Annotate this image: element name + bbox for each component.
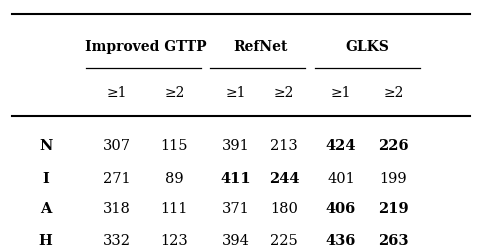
Text: 123: 123	[161, 234, 188, 248]
Text: 111: 111	[161, 202, 188, 216]
Text: 332: 332	[103, 234, 131, 248]
Text: 436: 436	[326, 234, 356, 248]
Text: 263: 263	[378, 234, 409, 248]
Text: 213: 213	[270, 140, 298, 153]
Text: ≥2: ≥2	[383, 86, 403, 100]
Text: 371: 371	[222, 202, 250, 216]
Text: N: N	[39, 140, 53, 153]
Text: ≥2: ≥2	[164, 86, 185, 100]
Text: 115: 115	[161, 140, 188, 153]
Text: 307: 307	[103, 140, 131, 153]
Text: 225: 225	[270, 234, 298, 248]
Text: ≥1: ≥1	[226, 86, 246, 100]
Text: 424: 424	[326, 140, 356, 153]
Text: 219: 219	[378, 202, 409, 216]
Text: 89: 89	[165, 172, 184, 186]
Text: ≥1: ≥1	[331, 86, 351, 100]
Text: 401: 401	[327, 172, 355, 186]
Text: 271: 271	[103, 172, 131, 186]
Text: 391: 391	[222, 140, 250, 153]
Text: RefNet: RefNet	[233, 40, 287, 54]
Text: I: I	[42, 172, 49, 186]
Text: 244: 244	[268, 172, 299, 186]
Text: 318: 318	[103, 202, 131, 216]
Text: H: H	[39, 234, 53, 248]
Text: GLKS: GLKS	[345, 40, 389, 54]
Text: 406: 406	[326, 202, 356, 216]
Text: 411: 411	[221, 172, 252, 186]
Text: 180: 180	[270, 202, 298, 216]
Text: 226: 226	[378, 140, 409, 153]
Text: A: A	[40, 202, 52, 216]
Text: ≥1: ≥1	[107, 86, 127, 100]
Text: ≥2: ≥2	[274, 86, 294, 100]
Text: 199: 199	[380, 172, 407, 186]
Text: Improved GTTP: Improved GTTP	[85, 40, 206, 54]
Text: 394: 394	[222, 234, 250, 248]
